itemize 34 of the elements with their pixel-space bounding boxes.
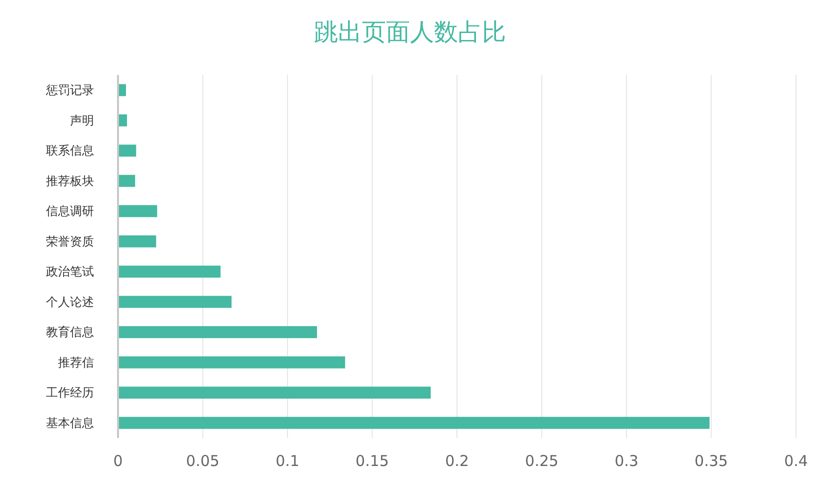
bar <box>119 205 158 218</box>
x-tick-label: 0 <box>113 452 123 470</box>
y-tick-label: 联系信息 <box>46 144 94 158</box>
bar <box>119 235 156 248</box>
bar <box>119 84 126 96</box>
y-tick-label: 荣誉资质 <box>46 234 94 248</box>
bar <box>119 326 317 338</box>
bar <box>119 416 710 429</box>
bar <box>119 266 221 278</box>
y-tick-label: 个人论述 <box>46 294 94 309</box>
chart-title: 跳出页面人数占比 <box>314 18 506 46</box>
x-tick-label: 0.35 <box>694 452 728 470</box>
x-tick-label: 0.25 <box>525 452 558 470</box>
x-tick-label: 0.4 <box>784 452 808 470</box>
y-tick-label: 信息调研 <box>46 204 94 218</box>
bar <box>119 144 136 157</box>
x-tick-label: 0.05 <box>186 452 220 470</box>
y-tick-label: 工作经历 <box>46 386 94 400</box>
x-tick-label: 0.15 <box>356 452 389 470</box>
x-tick-label: 0.2 <box>445 452 469 470</box>
x-tick-label: 0.3 <box>614 452 638 470</box>
bar <box>119 386 431 399</box>
bar <box>119 296 232 308</box>
y-tick-label: 推荐板块 <box>46 174 94 188</box>
y-tick-label: 教育信息 <box>46 325 94 340</box>
y-tick-label: 惩罚记录 <box>45 83 94 98</box>
y-tick-label: 推荐信 <box>58 355 94 370</box>
bar <box>119 174 136 187</box>
bar <box>119 356 346 368</box>
bar <box>119 114 127 126</box>
y-tick-label: 声明 <box>70 113 94 128</box>
x-tick-label: 0.1 <box>276 452 300 470</box>
y-tick-label: 政治笔试 <box>46 264 94 279</box>
y-tick-label: 基本信息 <box>46 416 94 430</box>
